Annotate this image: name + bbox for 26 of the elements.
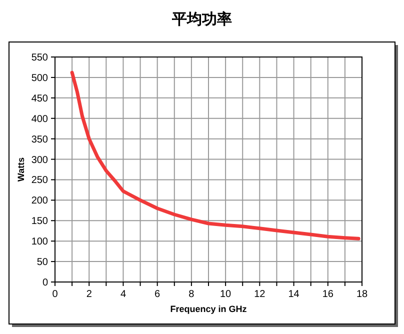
x-tick-label: 10 [220,289,232,300]
y-tick-label: 350 [31,134,48,146]
x-tick-label: 2 [86,289,92,300]
x-tick-label: 12 [254,289,266,300]
y-tick-label: 500 [31,72,48,84]
x-tick-label: 18 [356,289,368,300]
y-tick-label: 300 [31,154,48,166]
x-tick-label: 14 [288,289,300,300]
y-tick-label: 200 [31,196,48,207]
x-tick-label: 8 [188,289,195,300]
x-tick-label: 0 [52,289,58,300]
y-tick-label: 0 [42,278,48,288]
y-tick-label: 450 [31,93,48,104]
y-tick-label: 50 [36,257,48,268]
y-tick-label: 250 [31,175,48,186]
x-tick-label: 4 [120,289,126,300]
x-tick-label: 6 [154,289,161,300]
x-tick-label: 16 [322,289,334,300]
y-tick-label: 100 [31,236,48,248]
line-series [70,70,360,240]
chart-title: 平均功率 [171,10,232,28]
y-axis-title: Watts [16,157,26,182]
x-axis-title: Frequency in GHz [170,304,248,314]
y-tick-label: 400 [31,114,48,125]
y-tick-label: 150 [31,216,48,228]
y-tick-label: 550 [31,52,48,64]
